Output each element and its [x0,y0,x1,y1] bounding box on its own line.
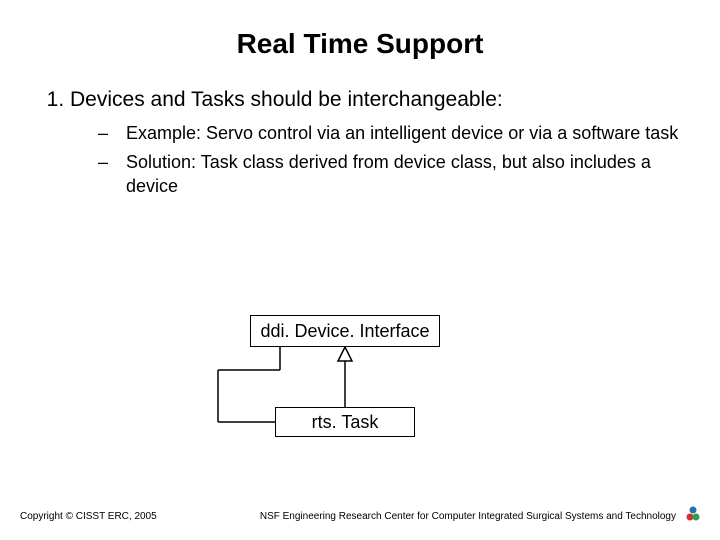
slide: Real Time Support Devices and Tasks shou… [0,0,720,540]
logo-icon [686,506,700,524]
sub-list: Example: Servo control via an intelligen… [70,122,680,198]
list-item-1-text: Devices and Tasks should be interchangea… [70,88,503,111]
main-list: Devices and Tasks should be interchangea… [40,88,680,198]
slide-title: Real Time Support [40,28,680,60]
diagram-box-interface: ddi. Device. Interface [250,315,440,347]
footer-org: NSF Engineering Research Center for Comp… [260,511,676,522]
uml-diagram: ddi. Device. Interface rts. Task [180,315,480,455]
sub-item-1: Example: Servo control via an intelligen… [98,122,680,145]
list-item-1: Devices and Tasks should be interchangea… [70,88,680,198]
sub-item-2: Solution: Task class derived from device… [98,151,680,198]
diagram-box-task: rts. Task [275,407,415,437]
footer-copyright: Copyright © CISST ERC, 2005 [20,511,157,522]
